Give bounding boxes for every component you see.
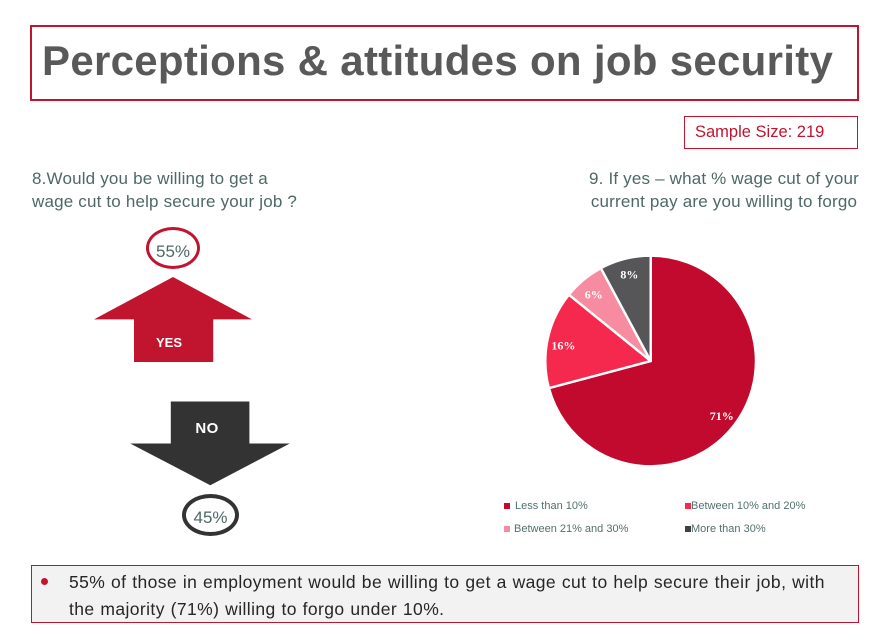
svg-text:71%: 71% (710, 409, 734, 423)
svg-text:6%: 6% (585, 287, 603, 301)
svg-text:16%: 16% (551, 339, 575, 353)
svg-text:8%: 8% (620, 268, 638, 282)
